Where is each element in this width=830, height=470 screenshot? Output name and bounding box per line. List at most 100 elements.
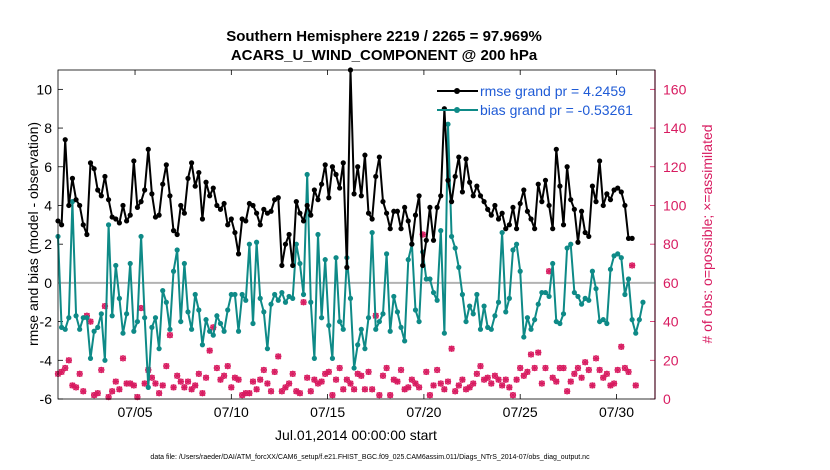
bias-point [84, 315, 90, 321]
obs-assimilated-marker [589, 382, 596, 389]
left-y-axis: -6 -4 -2 0 2 4 6 8 10 [36, 81, 63, 407]
bias-point [412, 307, 419, 313]
bias-point [452, 245, 458, 251]
rmse-point [80, 222, 86, 228]
rmse-point [625, 235, 632, 241]
rmse-point [560, 222, 567, 228]
rmse-point [131, 158, 137, 164]
obs-assimilated-marker [397, 366, 405, 374]
rmse-point [214, 202, 220, 209]
bias-point [427, 276, 433, 282]
legend-rmse-marker [454, 88, 460, 94]
x-tick-label: 07/05 [118, 404, 153, 420]
bias-point [337, 318, 343, 325]
obs-assimilated-marker [159, 382, 166, 389]
bias-point [445, 121, 451, 127]
bias-point [102, 357, 108, 363]
bias-point [297, 260, 303, 267]
bias-point [272, 291, 278, 298]
bias-point [293, 241, 299, 247]
obs-assimilated-marker [564, 388, 571, 395]
rmse-point [156, 212, 162, 218]
bias-point [311, 355, 317, 361]
bias-point [225, 307, 231, 313]
rmse-point [564, 164, 570, 170]
rmse-point [499, 210, 505, 216]
obs-assimilated-marker [610, 380, 618, 387]
rmse-point [344, 264, 350, 270]
left-y-tick-label: 8 [44, 120, 52, 136]
obs-assimilated-marker [574, 364, 582, 372]
rmse-point [308, 212, 314, 218]
obs-assimilated-marker [596, 366, 603, 374]
bias-point [192, 291, 198, 298]
obs-assimilated-marker [415, 384, 423, 391]
bias-point [441, 330, 447, 336]
rmse-point [607, 197, 614, 203]
obs-assimilated-marker [632, 382, 639, 389]
rmse-series [55, 67, 635, 270]
bias-point [214, 313, 220, 319]
rmse-point [355, 164, 361, 170]
rmse-point [102, 173, 108, 180]
bias-point [369, 229, 375, 236]
rmse-point [253, 210, 260, 216]
rmse-point [550, 226, 556, 232]
rmse-point [351, 191, 357, 197]
rmse-point [470, 193, 476, 199]
rmse-point [170, 228, 177, 234]
obs-assimilated-marker [340, 386, 347, 393]
rmse-point [62, 137, 68, 143]
rmse-point [420, 262, 426, 269]
bias-point [73, 313, 79, 319]
obs-assimilated-marker [531, 364, 538, 372]
right-y-tick-label: 160 [663, 81, 687, 97]
bias-point [142, 315, 148, 321]
rmse-point [185, 175, 191, 181]
bias-point [535, 301, 541, 307]
bias-point [308, 299, 314, 305]
bias-point [98, 311, 104, 317]
obs-assimilated-marker [62, 364, 69, 372]
rmse-point [412, 212, 419, 218]
rmse-point [120, 202, 126, 209]
obs-assimilated-marker [249, 378, 257, 385]
bias-point [279, 289, 285, 296]
bias-point [517, 268, 523, 274]
obs-assimilated-marker [206, 347, 213, 354]
obs-assimilated-marker [585, 366, 592, 374]
obs-assimilated-marker [394, 378, 401, 385]
obs-assimilated-marker [560, 364, 567, 372]
bias-point [275, 297, 281, 303]
rmse-point [586, 233, 592, 240]
obs-assimilated-marker [430, 382, 437, 389]
bias-point [105, 222, 112, 228]
bias-point [391, 293, 397, 300]
bias-point [264, 346, 271, 352]
obs-assimilated-marker [98, 366, 105, 374]
obs-assimilated-marker [325, 368, 332, 376]
obs-assimilated-marker [358, 372, 365, 379]
rmse-point [142, 187, 148, 193]
obs-assimilated-marker [224, 362, 231, 370]
rmse-point [506, 222, 512, 228]
rmse-point [333, 171, 339, 178]
bias-point [380, 311, 386, 317]
left-y-tick-label: 2 [44, 236, 52, 252]
obs-assimilated-marker [285, 380, 293, 387]
obs-assimilated-marker [199, 390, 206, 397]
bias-point [124, 311, 130, 317]
rmse-point [582, 229, 588, 236]
rmse-point [134, 204, 141, 211]
bias-point [250, 320, 256, 327]
rmse-point [615, 185, 621, 191]
bias-point [438, 228, 444, 234]
rmse-point [66, 202, 72, 209]
rmse-line [57, 69, 633, 269]
bias-point [134, 318, 141, 325]
legend-bias-marker [454, 107, 460, 113]
bias-point [481, 303, 487, 309]
obs-assimilated-marker [307, 388, 314, 395]
rmse-point [546, 202, 552, 209]
obs-assimilated-marker [350, 386, 358, 393]
